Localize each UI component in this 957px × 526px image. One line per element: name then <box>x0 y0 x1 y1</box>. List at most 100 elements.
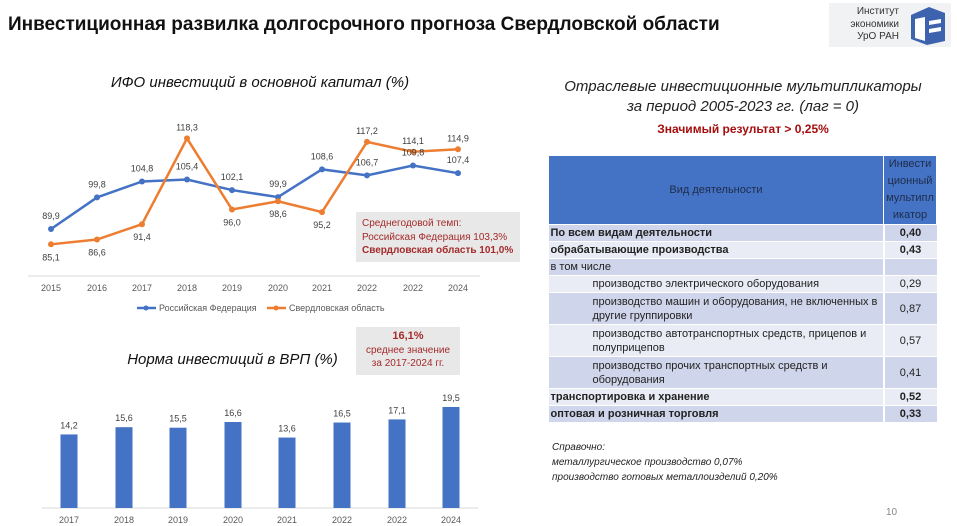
x-tick-label: 2022 <box>387 515 407 525</box>
data-point <box>455 170 461 177</box>
title-line: Отраслевые инвестиционные мультипликатор… <box>564 78 922 95</box>
line-chart: 2015 2016 2017 2018 2019 2020 2021 2022 2022 2024… <box>28 122 480 313</box>
legend-label: Свердловская область <box>289 303 385 313</box>
annotation-line: Российская Федерация 103,3% <box>362 231 508 243</box>
growth-rate-annotation: Среднегодовой темп: Российская Федерация… <box>356 212 520 262</box>
average-value: 16,1% <box>392 330 424 342</box>
legend-marker <box>273 305 279 311</box>
x-tick-label: 2019 <box>222 283 242 293</box>
significance-note: Значимый результат > 0,25% <box>657 122 829 136</box>
data-label: 19,5 <box>442 393 460 403</box>
x-tick-label: 2021 <box>277 515 297 525</box>
x-tick-label: 2018 <box>177 283 197 293</box>
data-label: 95,2 <box>313 220 331 230</box>
legend-label: Российская Федерация <box>159 303 257 313</box>
data-label: 16,6 <box>224 408 242 418</box>
data-point <box>139 178 145 185</box>
data-label: 17,1 <box>388 405 406 415</box>
annotation-line: Свердловская область 101,0% <box>362 245 514 256</box>
title-line: за период 2005-2023 гг. (лаг = 0) <box>626 98 860 115</box>
multiplier-cell: 0,29 <box>882 275 937 293</box>
x-tick-label: 2015 <box>41 283 61 293</box>
header-multiplier: Инвести ционный мультипл икатор <box>883 155 937 225</box>
multiplier-cell: 0,87 <box>882 292 937 325</box>
multiplier-cell: 0,40 <box>882 224 937 242</box>
x-tick-label: 2024 <box>448 283 468 293</box>
table-row: производство машин и оборудования, не вк… <box>548 292 937 325</box>
data-label: 86,6 <box>88 248 106 258</box>
data-point <box>184 176 190 183</box>
data-point <box>94 194 100 201</box>
table-row: оптовая и розничная торговля 0,33 <box>548 405 937 423</box>
data-point <box>184 135 190 142</box>
logo-line: УрО РАН <box>857 31 899 42</box>
logo-line: экономики <box>850 18 899 30</box>
x-tick-label: 2021 <box>312 283 332 293</box>
legend-marker <box>143 305 149 311</box>
multiplier-cell: 0,33 <box>882 405 937 423</box>
data-label: 114,9 <box>447 133 469 143</box>
activity-cell: По всем видам деятельности <box>548 224 884 242</box>
bar <box>115 427 133 508</box>
logo-cube-icon <box>911 7 945 45</box>
data-label: 114,1 <box>402 136 424 146</box>
annotation-line: среднее значение <box>365 344 451 356</box>
multiplier-cell: 0,43 <box>882 241 937 259</box>
table-row: обрабатывающие производства 0,43 <box>548 241 937 259</box>
bar <box>60 434 78 508</box>
multiplier-cell: 0,52 <box>882 388 937 406</box>
data-label: 117,2 <box>356 126 378 136</box>
data-point <box>48 226 54 232</box>
note-line: металлургическое производство 0,07% <box>552 457 743 468</box>
data-point <box>319 166 325 173</box>
bar-chart: 14,2 2017 15,6 2018 15,5 2019 16,6 2020 13,6 2021… <box>42 393 478 525</box>
data-label: 106,7 <box>356 157 379 167</box>
multipliers-table: Вид деятельности Инвести ционный мультип… <box>548 155 937 423</box>
data-label: 99,9 <box>269 179 287 189</box>
data-label: 98,6 <box>269 209 287 219</box>
table-row: производство прочих транспортных средств… <box>548 356 937 389</box>
data-label: 13,6 <box>278 424 296 434</box>
multiplier-cell <box>882 258 937 276</box>
table-row: транспортировка и хранение 0,52 <box>548 388 937 406</box>
data-label: 109,8 <box>402 148 425 158</box>
note-line: Справочно: <box>552 442 605 453</box>
institute-logo: Институт экономики УрО РАН <box>829 3 951 47</box>
activity-cell: обрабатывающие производства <box>548 241 884 259</box>
multipliers-title: Отраслевые инвестиционные мультипликатор… <box>548 77 938 117</box>
data-point <box>275 198 281 205</box>
activity-cell: производство машин и оборудования, не вк… <box>548 292 884 325</box>
average-annotation: 16,1% среднее значение за 2017-2024 гг. <box>356 327 460 375</box>
bar-chart-title: Норма инвестиций в ВРП (%) <box>127 351 338 368</box>
data-point <box>229 206 235 213</box>
x-tick-label: 2018 <box>114 515 134 525</box>
activity-cell: производство прочих транспортных средств… <box>548 356 884 389</box>
x-tick-label: 2020 <box>268 283 288 293</box>
data-label: 107,4 <box>447 155 470 165</box>
x-tick-label: 2024 <box>441 515 461 525</box>
data-label: 89,9 <box>42 211 60 221</box>
data-label: 15,6 <box>115 413 133 423</box>
x-tick-label: 2022 <box>403 283 423 293</box>
x-tick-label: 2020 <box>223 515 243 525</box>
data-label: 15,5 <box>169 414 187 424</box>
bar <box>278 437 296 508</box>
data-point <box>275 194 281 201</box>
data-label: 105,4 <box>176 162 199 172</box>
data-label: 104,8 <box>131 163 154 173</box>
data-label: 14,2 <box>60 420 78 430</box>
activity-cell: транспортировка и хранение <box>548 388 884 406</box>
table-row: По всем видам деятельности 0,40 <box>548 224 937 242</box>
data-point <box>364 138 370 145</box>
bar <box>224 422 242 508</box>
x-tick-label: 2022 <box>357 283 377 293</box>
line-chart-title: ИФО инвестиций в основной капитал (%) <box>110 74 410 91</box>
bar <box>442 406 460 508</box>
x-tick-label: 2019 <box>168 515 188 525</box>
multiplier-cell: 0,57 <box>882 324 937 357</box>
bar <box>169 427 187 508</box>
logo-line: Институт <box>856 6 899 17</box>
activity-cell: в том числе <box>548 258 884 276</box>
table-row: производство электрического оборудования… <box>548 275 937 293</box>
data-label: 16,5 <box>333 409 351 419</box>
